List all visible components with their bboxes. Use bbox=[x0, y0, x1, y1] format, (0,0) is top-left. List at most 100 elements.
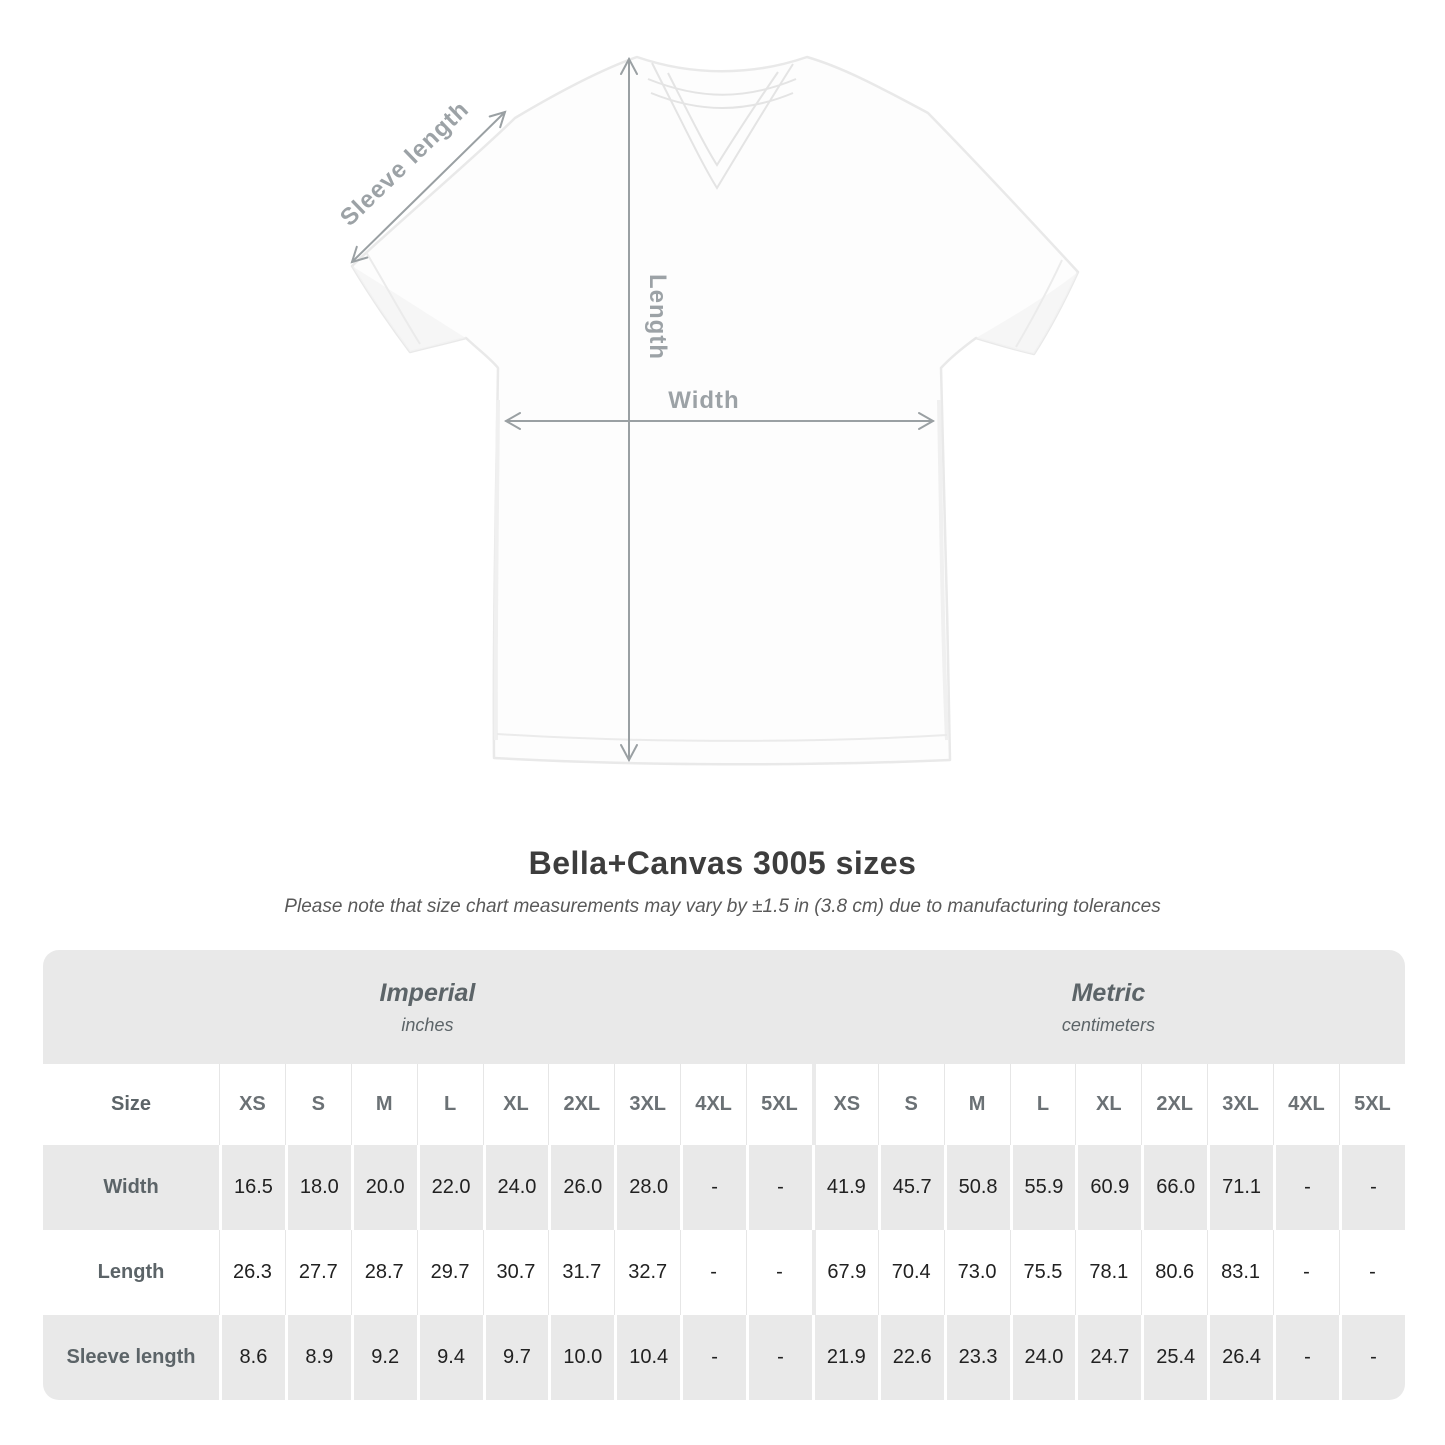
value-imperial-length-4xl: - bbox=[680, 1230, 746, 1315]
size-header-imperial-3xl: 3XL bbox=[614, 1064, 681, 1145]
width-label: Width bbox=[668, 387, 739, 414]
size-header-metric-xs: XS bbox=[811, 1064, 878, 1145]
value-imperial-sleeve-length-5xl: - bbox=[746, 1315, 812, 1400]
value-metric-sleeve-length-xs: 21.9 bbox=[811, 1315, 878, 1400]
value-metric-sleeve-length-5xl: - bbox=[1338, 1315, 1405, 1400]
length-label: Length bbox=[644, 274, 671, 360]
value-metric-length-xs: 67.9 bbox=[811, 1230, 878, 1315]
size-header-metric-l: L bbox=[1009, 1064, 1076, 1145]
value-metric-width-2xl: 66.0 bbox=[1141, 1145, 1208, 1230]
value-imperial-width-xs: 16.5 bbox=[219, 1145, 285, 1230]
value-metric-width-l: 55.9 bbox=[1009, 1145, 1076, 1230]
value-metric-width-m: 50.8 bbox=[943, 1145, 1010, 1230]
value-metric-width-5xl: - bbox=[1338, 1145, 1405, 1230]
length-arrow bbox=[620, 56, 638, 763]
value-metric-length-s: 70.4 bbox=[877, 1230, 944, 1315]
value-imperial-sleeve-length-4xl: - bbox=[680, 1315, 746, 1400]
value-imperial-sleeve-length-s: 8.9 bbox=[284, 1315, 351, 1400]
value-metric-length-2xl: 80.6 bbox=[1141, 1230, 1208, 1315]
value-imperial-length-l: 29.7 bbox=[416, 1230, 483, 1315]
size-header-metric-xl: XL bbox=[1075, 1064, 1142, 1145]
value-metric-length-l: 75.5 bbox=[1009, 1230, 1076, 1315]
size-header-imperial-s: S bbox=[284, 1064, 351, 1145]
value-metric-width-4xl: - bbox=[1273, 1145, 1339, 1230]
size-header-metric-4xl: 4XL bbox=[1273, 1064, 1339, 1145]
value-imperial-sleeve-length-2xl: 10.0 bbox=[548, 1315, 615, 1400]
value-imperial-width-l: 22.0 bbox=[416, 1145, 483, 1230]
value-metric-width-xs: 41.9 bbox=[811, 1145, 878, 1230]
value-imperial-length-m: 28.7 bbox=[350, 1230, 417, 1315]
tshirt-graphic bbox=[350, 55, 1080, 766]
width-arrow bbox=[503, 412, 936, 430]
size-table-container: Imperial inches Metric centimeters Size XS S M L… bbox=[43, 950, 1405, 1400]
unit-group-metric: Metric centimeters bbox=[811, 950, 1405, 1064]
value-metric-length-5xl: - bbox=[1338, 1230, 1405, 1315]
body-left-crease bbox=[493, 399, 500, 741]
unit-group-unit: inches bbox=[401, 1014, 454, 1035]
size-header-imperial-4xl: 4XL bbox=[680, 1064, 746, 1145]
size-header-imperial-m: M bbox=[350, 1064, 417, 1145]
value-imperial-width-5xl: - bbox=[746, 1145, 812, 1230]
value-metric-length-xl: 78.1 bbox=[1075, 1230, 1142, 1315]
size-header-imperial-2xl: 2XL bbox=[548, 1064, 615, 1145]
value-imperial-sleeve-length-3xl: 10.4 bbox=[614, 1315, 681, 1400]
value-metric-sleeve-length-s: 22.6 bbox=[877, 1315, 944, 1400]
shirt-seams bbox=[365, 251, 1063, 742]
value-metric-length-4xl: - bbox=[1273, 1230, 1339, 1315]
size-header-imperial-xs: XS bbox=[219, 1064, 285, 1145]
value-imperial-width-xl: 24.0 bbox=[482, 1145, 549, 1230]
value-metric-sleeve-length-4xl: - bbox=[1273, 1315, 1339, 1400]
value-imperial-sleeve-length-xl: 9.7 bbox=[482, 1315, 549, 1400]
unit-group-imperial: Imperial inches bbox=[43, 950, 812, 1064]
value-imperial-length-2xl: 31.7 bbox=[548, 1230, 615, 1315]
value-imperial-width-m: 20.0 bbox=[350, 1145, 417, 1230]
left-sleeve-shadow bbox=[352, 266, 466, 352]
page-title: Bella+Canvas 3005 sizes bbox=[528, 845, 917, 881]
value-metric-width-s: 45.7 bbox=[877, 1145, 944, 1230]
page-subtitle: Please note that size chart measurements… bbox=[284, 896, 1161, 917]
value-imperial-sleeve-length-l: 9.4 bbox=[416, 1315, 483, 1400]
size-header-metric-5xl: 5XL bbox=[1338, 1064, 1405, 1145]
size-table: Imperial inches Metric centimeters Size XS S M L… bbox=[43, 950, 1405, 1400]
size-header-metric-2xl: 2XL bbox=[1141, 1064, 1208, 1145]
size-header-metric-3xl: 3XL bbox=[1207, 1064, 1273, 1145]
size-column-header: Size bbox=[43, 1064, 219, 1145]
tshirt-measurement-diagram: Sleeve length Length Width bbox=[335, 55, 1080, 766]
row-label-width: Width bbox=[43, 1145, 219, 1230]
right-sleeve-shadow bbox=[976, 272, 1078, 354]
value-metric-length-m: 73.0 bbox=[943, 1230, 1010, 1315]
size-header-imperial-l: L bbox=[416, 1064, 483, 1145]
size-header-imperial-xl: XL bbox=[482, 1064, 549, 1145]
value-imperial-sleeve-length-m: 9.2 bbox=[350, 1315, 417, 1400]
value-imperial-width-3xl: 28.0 bbox=[614, 1145, 681, 1230]
unit-group-name: Imperial bbox=[379, 978, 476, 1007]
value-metric-sleeve-length-3xl: 26.4 bbox=[1207, 1315, 1273, 1400]
value-metric-sleeve-length-l: 24.0 bbox=[1009, 1315, 1076, 1400]
value-imperial-width-2xl: 26.0 bbox=[548, 1145, 615, 1230]
size-header-metric-m: M bbox=[943, 1064, 1010, 1145]
value-imperial-length-3xl: 32.7 bbox=[614, 1230, 681, 1315]
value-imperial-width-s: 18.0 bbox=[284, 1145, 351, 1230]
unit-group-name: Metric bbox=[1071, 978, 1146, 1007]
value-imperial-sleeve-length-xs: 8.6 bbox=[219, 1315, 285, 1400]
value-imperial-width-4xl: - bbox=[680, 1145, 746, 1230]
sleeve-length-arrow bbox=[350, 110, 507, 264]
size-header-imperial-5xl: 5XL bbox=[746, 1064, 812, 1145]
row-label-sleeve-length: Sleeve length bbox=[43, 1315, 219, 1400]
value-metric-sleeve-length-xl: 24.7 bbox=[1075, 1315, 1142, 1400]
value-metric-length-3xl: 83.1 bbox=[1207, 1230, 1273, 1315]
value-metric-sleeve-length-2xl: 25.4 bbox=[1141, 1315, 1208, 1400]
value-metric-width-3xl: 71.1 bbox=[1207, 1145, 1273, 1230]
value-imperial-length-xl: 30.7 bbox=[482, 1230, 549, 1315]
row-label-length: Length bbox=[43, 1230, 219, 1315]
body-right-crease bbox=[937, 399, 949, 741]
unit-group-unit: centimeters bbox=[1061, 1014, 1155, 1035]
value-metric-width-xl: 60.9 bbox=[1075, 1145, 1142, 1230]
value-imperial-length-5xl: - bbox=[746, 1230, 812, 1315]
value-imperial-length-xs: 26.3 bbox=[219, 1230, 285, 1315]
value-metric-sleeve-length-m: 23.3 bbox=[943, 1315, 1010, 1400]
vneck-collar bbox=[647, 62, 797, 190]
value-imperial-length-s: 27.7 bbox=[284, 1230, 351, 1315]
size-header-metric-s: S bbox=[877, 1064, 944, 1145]
